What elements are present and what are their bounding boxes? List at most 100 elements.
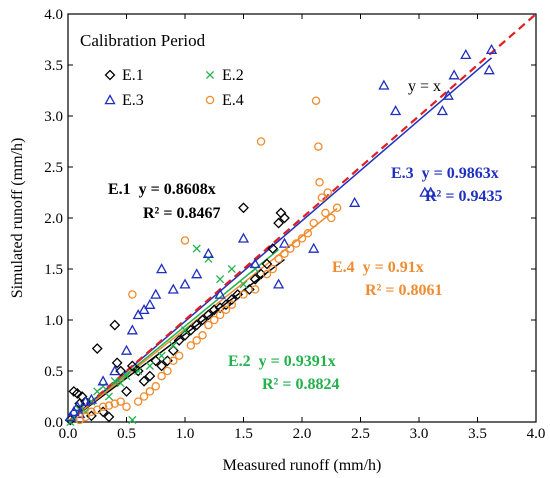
data-point-E1: [261, 258, 273, 270]
x-tick-label: 3.0: [410, 426, 429, 442]
data-point-E2: [66, 417, 75, 427]
data-point-E1: [226, 294, 238, 306]
data-point-E4: [128, 290, 137, 299]
data-point-E4: [268, 264, 277, 274]
x-tick-label: 0.0: [59, 426, 78, 442]
data-point-E2: [180, 326, 190, 335]
e4-equation: y = 0.91x: [363, 259, 424, 276]
data-point-E3: [378, 79, 390, 90]
y-tick-label: 0.5: [44, 364, 63, 380]
data-point-E1: [132, 365, 144, 377]
y-tick-label: 3.5: [44, 58, 63, 74]
y-tick-label: 1.0: [44, 313, 63, 329]
data-point-E3: [425, 186, 437, 197]
data-point-E3: [126, 324, 138, 335]
e3-series-name: E.3: [391, 165, 414, 182]
data-point-E1: [208, 304, 220, 316]
legend-label-E4: E.4: [222, 92, 244, 109]
data-point-E3: [155, 263, 168, 274]
e4-r2: R² = 0.8061: [365, 282, 442, 299]
data-point-E4: [297, 234, 307, 243]
data-point-E4: [169, 356, 178, 366]
data-point-E3: [202, 247, 215, 258]
data-point-E2: [239, 280, 248, 289]
e2-equation-label: E.2 y = 0.9391x: [228, 353, 336, 370]
data-point-E4: [174, 351, 184, 360]
data-point-E1: [197, 314, 208, 326]
data-point-E1: [109, 319, 121, 331]
data-point-E1: [138, 375, 150, 387]
legend-label-E3: E.3: [122, 92, 144, 109]
data-point-E1: [103, 411, 115, 423]
e3-equation: y = 0.9863x: [422, 165, 499, 182]
data-point-E3: [214, 288, 226, 299]
data-point-E4: [274, 254, 283, 264]
e4-equation-label: E.4 y = 0.91x: [332, 259, 424, 276]
x-tick-label: 2.5: [351, 426, 370, 442]
data-point-E4: [323, 188, 332, 197]
data-point-E1: [191, 319, 203, 331]
data-point-E3: [85, 393, 98, 404]
data-point-E1: [185, 324, 197, 336]
legend-marker-E1: [104, 69, 116, 81]
data-point-E3: [71, 400, 83, 411]
data-point-E2: [99, 382, 108, 391]
data-point-E1: [173, 334, 185, 346]
data-point-E2: [157, 351, 166, 360]
data-point-E3: [120, 344, 133, 355]
y-tick-label: 1.5: [44, 262, 63, 278]
data-point-E3: [272, 278, 285, 289]
data-point-E1: [111, 357, 123, 369]
data-point-E2: [251, 264, 260, 274]
data-point-E4: [133, 397, 143, 406]
data-point-E3: [483, 64, 495, 75]
data-point-E4: [239, 290, 248, 299]
data-point-E3: [138, 303, 150, 315]
data-point-E2: [104, 392, 114, 401]
data-point-E4: [215, 310, 225, 320]
data-point-E2: [122, 372, 131, 381]
e1-equation-label: E.1 y = 0.8608x: [108, 181, 216, 198]
data-point-E4: [104, 401, 114, 410]
data-point-E3: [460, 48, 472, 60]
data-point-E4: [110, 399, 120, 408]
data-point-E4: [180, 236, 190, 245]
data-point-E2: [134, 366, 143, 376]
data-point-E3: [132, 309, 144, 320]
e2-equation: y = 0.9391x: [259, 353, 336, 370]
data-point-E1: [202, 309, 214, 321]
data-point-E4: [122, 402, 131, 411]
data-point-E4: [87, 407, 96, 417]
data-point-E2: [110, 377, 119, 386]
data-point-E4: [163, 366, 172, 376]
data-point-E3: [179, 278, 191, 289]
data-point-E4: [116, 397, 125, 406]
data-point-E1: [156, 360, 168, 372]
data-point-E3: [278, 237, 291, 248]
e2-series-name: E.2: [228, 353, 251, 370]
legend-marker-E3: [104, 94, 116, 105]
data-point-E3: [349, 196, 361, 207]
data-point-E1: [121, 385, 132, 397]
data-point-E3: [109, 365, 121, 376]
e1-r2: R² = 0.8467: [143, 205, 220, 222]
data-point-E4: [145, 387, 155, 396]
data-point-E3: [249, 258, 261, 269]
e1-equation: y = 0.8608x: [139, 181, 216, 198]
data-point-E3: [237, 232, 250, 243]
data-point-E1: [267, 243, 279, 255]
data-point-E3: [144, 298, 156, 309]
legend-label-E2: E.2: [222, 67, 244, 84]
fit-line-E1: [67, 258, 285, 423]
data-point-E2: [128, 415, 137, 425]
y-tick-label: 0.0: [44, 415, 63, 431]
data-point-E4: [204, 320, 213, 330]
data-point-E3: [74, 408, 86, 419]
data-point-E4: [262, 269, 272, 279]
data-point-E4: [326, 213, 336, 223]
e3-r2: R² = 0.9435: [425, 188, 502, 205]
data-point-E1: [91, 343, 103, 354]
data-point-E3: [150, 288, 162, 299]
data-point-E2: [116, 379, 125, 388]
y-tick-label: 3.0: [44, 109, 63, 125]
